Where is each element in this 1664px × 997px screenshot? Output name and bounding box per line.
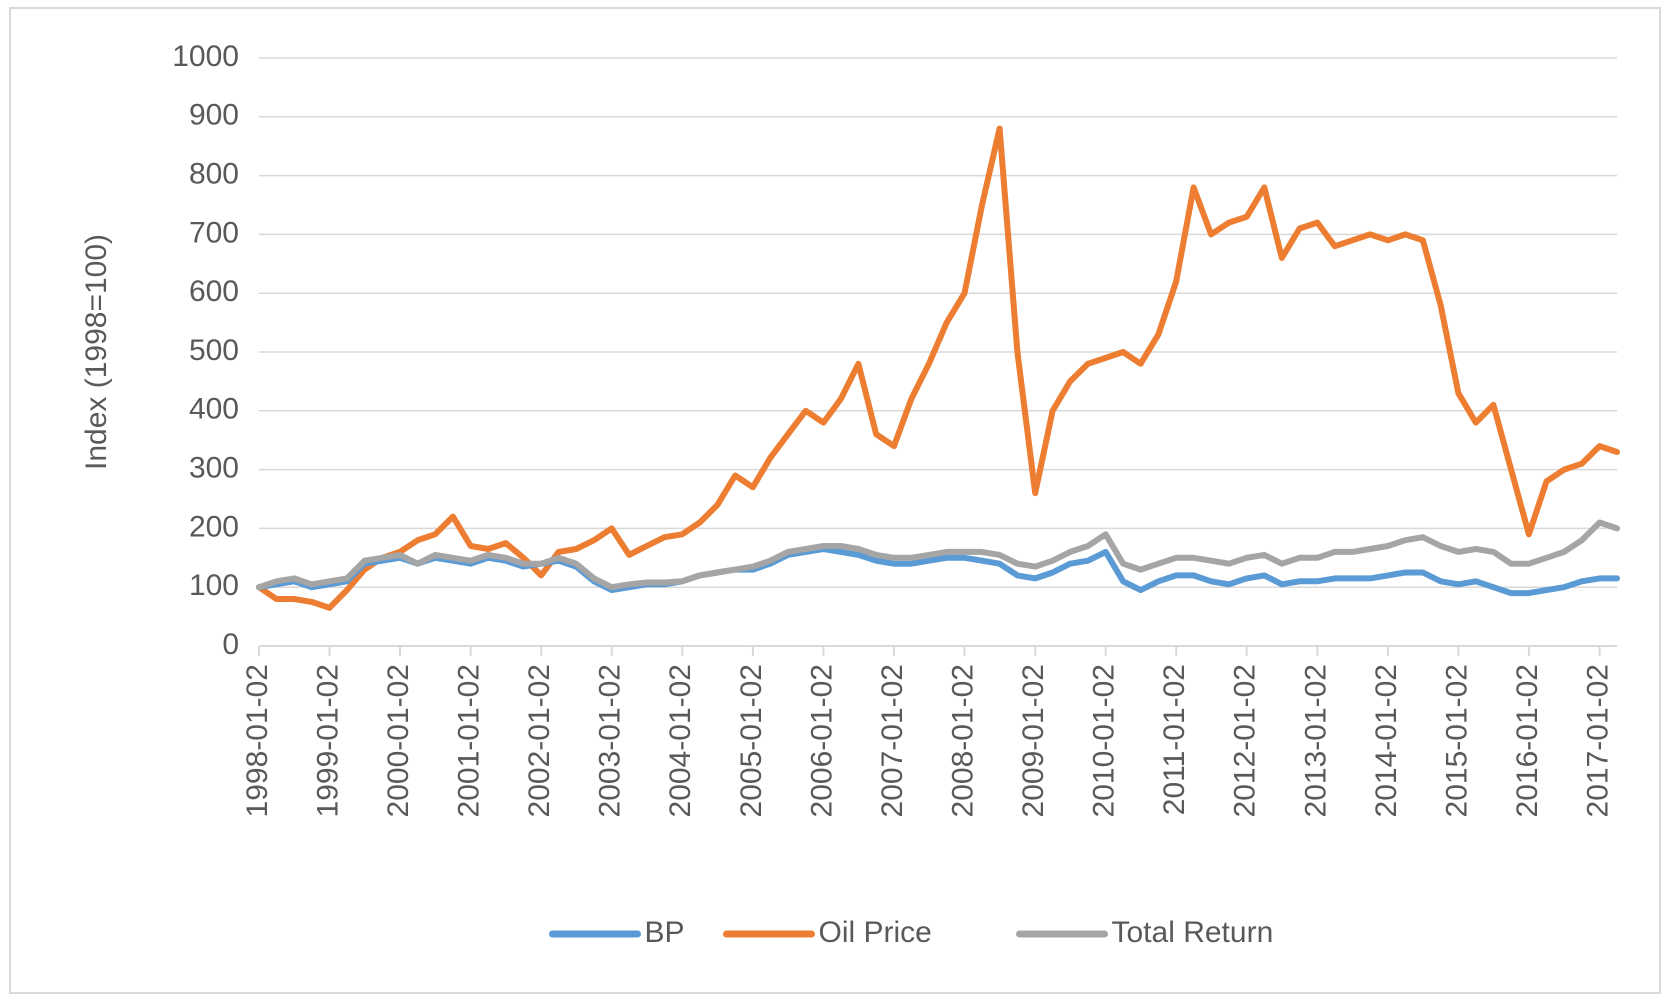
x-tick-label: 2013-01-02 <box>1299 664 1332 817</box>
x-tick-label: 2014-01-02 <box>1370 664 1403 817</box>
y-tick-label: 500 <box>189 334 239 367</box>
x-tick-label: 2006-01-02 <box>805 664 838 817</box>
x-tick-label: 2002-01-02 <box>523 664 556 817</box>
y-tick-label: 200 <box>189 510 239 543</box>
legend-label: Total Return <box>1112 916 1274 949</box>
y-tick-label: 700 <box>189 216 239 249</box>
series-line <box>256 125 1620 611</box>
x-tick-label: 1998-01-02 <box>241 664 274 817</box>
x-tick-label: 2010-01-02 <box>1088 664 1121 817</box>
legend-label: Oil Price <box>819 916 932 949</box>
x-tick-label: 2011-01-02 <box>1158 664 1191 815</box>
y-tick-label: 600 <box>189 275 239 308</box>
x-tick-label: 2017-01-02 <box>1582 664 1615 817</box>
y-tick-label: 800 <box>189 158 239 191</box>
x-tick-label: 2007-01-02 <box>876 664 909 817</box>
x-tick-label: 2001-01-02 <box>453 664 486 817</box>
x-tick-label: 2005-01-02 <box>735 664 768 817</box>
x-tick-label: 2008-01-02 <box>946 664 979 817</box>
y-axis-title: Index (1998=100) <box>80 234 113 470</box>
x-tick-label: 2016-01-02 <box>1511 664 1544 817</box>
y-tick-label: 900 <box>189 99 239 132</box>
x-tick-label: 2012-01-02 <box>1229 664 1262 817</box>
y-tick-label: 300 <box>189 452 239 485</box>
y-tick-label: 1000 <box>172 40 239 73</box>
x-tick-label: 2004-01-02 <box>664 664 697 817</box>
y-tick-label: 0 <box>222 628 239 661</box>
series-line <box>256 519 1620 591</box>
x-tick-label: 2015-01-02 <box>1440 664 1473 817</box>
x-tick-label: 2009-01-02 <box>1017 664 1050 817</box>
x-tick-label: 1999-01-02 <box>311 664 344 817</box>
y-tick-label: 400 <box>189 393 239 426</box>
legend-label: BP <box>645 916 685 949</box>
x-tick-label: 2003-01-02 <box>594 664 627 817</box>
y-tick-label: 100 <box>189 569 239 602</box>
chart-border <box>9 7 1661 994</box>
x-tick-label: 2000-01-02 <box>382 664 415 817</box>
